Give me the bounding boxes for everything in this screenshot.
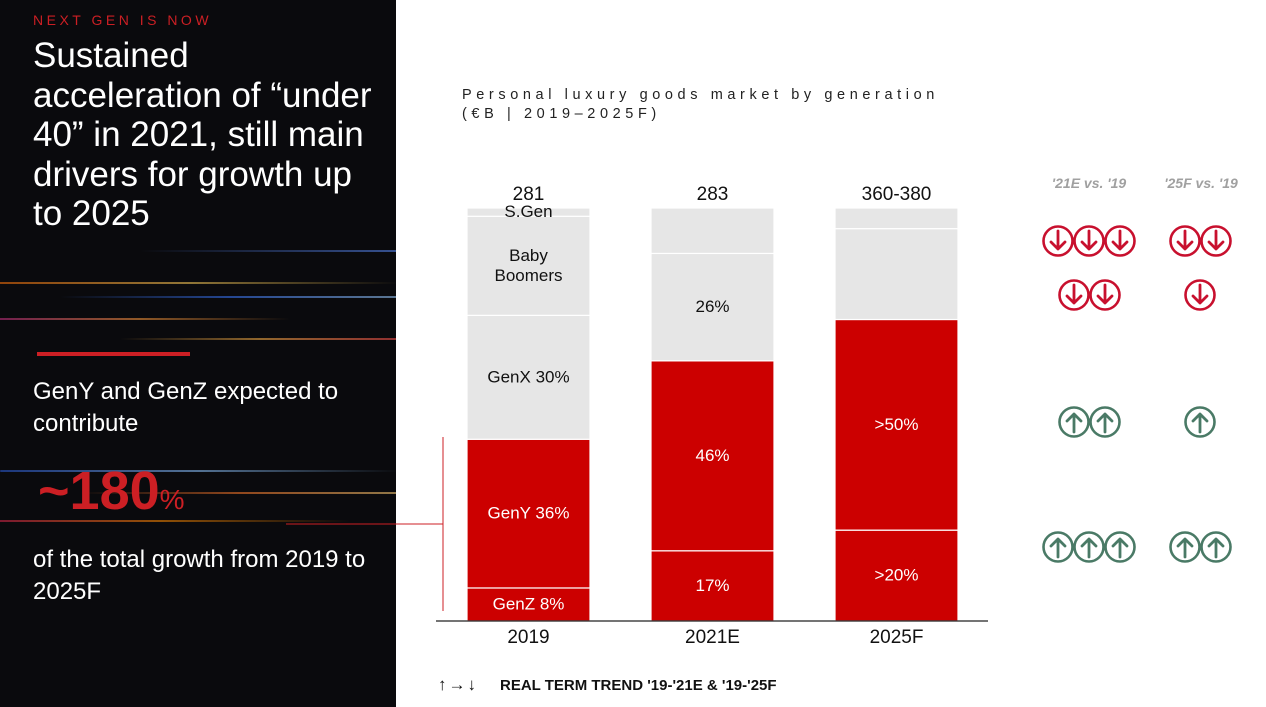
page-title: Sustained acceleration of “under 40” in … bbox=[33, 36, 372, 233]
bar-segment-baby-boomers-2019 bbox=[466, 215, 591, 316]
arrow-up-circle-icon bbox=[1104, 531, 1136, 563]
light-streak bbox=[120, 338, 396, 340]
arrow-up-circle-icon bbox=[1042, 531, 1074, 563]
bar-segment-baby-boomers-2021e bbox=[650, 207, 775, 255]
chart-title: Personal luxury goods market by generati… bbox=[462, 86, 939, 124]
divider-line bbox=[37, 352, 190, 356]
trend-arrows-genx-h21 bbox=[1057, 279, 1121, 311]
big-number-unit: % bbox=[159, 484, 185, 515]
arrow-down-circle-icon bbox=[1104, 225, 1136, 257]
bar-segment-genz-2025f bbox=[834, 529, 959, 622]
bar-segment-baby-boomers-2025f bbox=[834, 228, 959, 321]
bar-segment-geny-2025f bbox=[834, 318, 959, 531]
bar-segment-genz-2019 bbox=[466, 587, 591, 622]
trend-arrows-boomers-sgen-h21 bbox=[1042, 225, 1136, 257]
arrow-up-circle-icon bbox=[1199, 531, 1232, 563]
arrow-up-circle-icon bbox=[1088, 406, 1121, 438]
arrow-up-circle-icon bbox=[1168, 531, 1201, 563]
data-label: 26% bbox=[695, 297, 729, 316]
bar-total-label: 360-380 bbox=[862, 184, 932, 205]
light-streak bbox=[0, 470, 396, 472]
trend-arrows-boomers-sgen-h25 bbox=[1168, 225, 1232, 257]
bar-total-label: 281 bbox=[513, 184, 545, 205]
bar-segment-geny-2019 bbox=[466, 438, 591, 589]
trend-header-2021: '21E vs. '19 bbox=[1051, 175, 1127, 191]
contribution-text: GenY and GenZ expected to contribute bbox=[33, 378, 339, 437]
bar-segment-geny-2021e bbox=[650, 360, 775, 552]
light-streak bbox=[80, 492, 396, 494]
big-number-value: ~180 bbox=[38, 461, 160, 521]
data-label: Baby Boomers bbox=[494, 246, 562, 285]
trend-arrows-genz-h21 bbox=[1042, 531, 1136, 563]
bars-group: GenZ 8%GenY 36%GenX 30%Baby BoomersS.Gen2… bbox=[466, 184, 959, 648]
chart-title-line2: (€B | 2019–2025F) bbox=[462, 106, 661, 122]
data-label: 17% bbox=[695, 576, 729, 595]
light-streak bbox=[0, 520, 350, 522]
eyebrow-label: NEXT GEN IS NOW bbox=[33, 12, 213, 28]
data-label: GenY 36% bbox=[488, 504, 570, 523]
chart-title-line1: Personal luxury goods market by generati… bbox=[462, 87, 939, 103]
data-label: GenZ 8% bbox=[493, 594, 565, 613]
x-tick-label: 2025F bbox=[870, 627, 924, 648]
bar-total-label: 283 bbox=[697, 184, 729, 205]
trend-arrows-geny-h25 bbox=[1184, 406, 1216, 438]
x-tick-label: 2021E bbox=[685, 627, 740, 648]
arrow-down-circle-icon bbox=[1199, 225, 1232, 257]
data-label: >50% bbox=[875, 415, 919, 434]
data-label: S.Gen bbox=[504, 202, 552, 221]
arrow-down-circle-icon bbox=[1168, 225, 1201, 257]
bar-segment-genx-2019 bbox=[466, 314, 591, 440]
bar-segment-genx-2021e bbox=[650, 252, 775, 362]
bar-segment-s-gen-2019 bbox=[466, 207, 591, 217]
light-streak bbox=[60, 296, 396, 298]
data-label: >20% bbox=[875, 566, 919, 585]
data-label: GenX 30% bbox=[487, 367, 569, 386]
growth-text: of the total growth from 2019 to 2025F bbox=[33, 546, 366, 605]
legend: ↑→↓ REAL TERM TREND '19-'21E & '19-'25F bbox=[438, 675, 777, 695]
trend-arrows-geny-h21 bbox=[1057, 406, 1121, 438]
hero-panel: NEXT GEN IS NOW Sustained acceleration o… bbox=[0, 0, 396, 707]
arrow-down-circle-icon bbox=[1057, 279, 1090, 311]
light-streak bbox=[0, 318, 290, 320]
arrow-down-circle-icon bbox=[1184, 279, 1216, 311]
trend-arrows-genx-h25 bbox=[1184, 279, 1216, 311]
big-number: ~180% bbox=[38, 460, 185, 522]
light-streak bbox=[140, 250, 396, 252]
arrow-up-circle-icon bbox=[1057, 406, 1090, 438]
arrow-down-circle-icon bbox=[1088, 279, 1121, 311]
trend-header-2025: '25F vs. '19 bbox=[1164, 175, 1238, 191]
legend-text: REAL TERM TREND '19-'21E & '19-'25F bbox=[500, 676, 777, 694]
arrow-up-circle-icon bbox=[1184, 406, 1216, 438]
arrow-down-circle-icon bbox=[1073, 225, 1105, 257]
light-streak bbox=[0, 282, 396, 284]
data-label: 46% bbox=[695, 446, 729, 465]
trend-arrows-genz-h25 bbox=[1168, 531, 1232, 563]
arrow-down-circle-icon bbox=[1042, 225, 1074, 257]
x-tick-label: 2019 bbox=[507, 627, 549, 648]
trend-arrows-legend-icon: ↑→↓ bbox=[438, 675, 478, 694]
bar-segment-s-gen-2025f bbox=[834, 207, 959, 230]
arrow-up-circle-icon bbox=[1073, 531, 1105, 563]
